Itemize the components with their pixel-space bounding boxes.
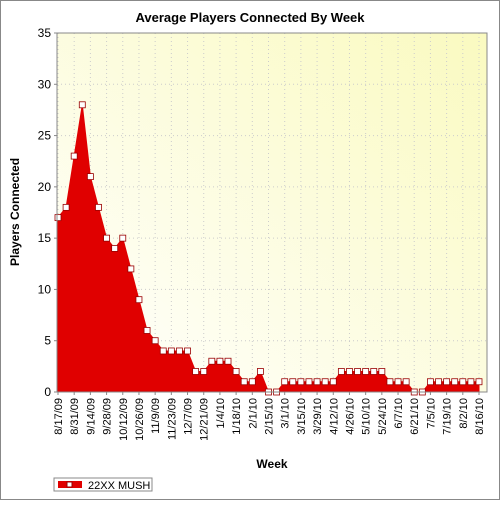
x-tick-label: 12/21/09 [199,398,211,441]
marker [313,378,321,386]
marker [159,347,167,355]
x-tick-label: 11/9/09 [150,398,162,434]
x-tick-label: 1/18/10 [231,398,243,435]
marker [346,368,353,375]
marker [289,378,297,386]
x-tick-label: 8/16/10 [474,398,486,435]
x-tick-label: 5/24/10 [377,398,389,435]
x-tick-label: 12/7/09 [183,398,195,435]
marker [78,101,86,109]
x-tick-label: 7/5/10 [425,398,437,429]
marker [475,378,483,386]
marker [95,203,102,211]
x-tick-label: 2/1/10 [247,398,259,429]
x-tick-label: 9/28/09 [102,398,114,435]
x-tick-label: 6/7/10 [393,398,405,429]
y-tick-label: 20 [38,180,52,194]
x-tick-label: 10/12/09 [118,398,130,441]
chart-title: Average Players Connected By Week [135,10,365,25]
marker [337,368,345,375]
y-tick-label: 25 [38,129,52,143]
y-tick-label: 15 [38,231,52,245]
y-tick-label: 5 [44,334,51,348]
marker [248,378,256,386]
x-tick-label: 3/15/10 [296,398,308,435]
marker [329,378,337,386]
marker [370,368,378,375]
x-tick-label: 8/31/09 [69,398,81,435]
legend-marker [66,481,73,488]
marker [54,214,62,222]
marker [451,378,459,386]
y-tick-label: 10 [38,282,52,296]
x-tick-label: 8/2/10 [458,398,470,429]
marker [200,368,208,375]
marker [216,357,224,365]
y-tick-label: 0 [44,385,51,399]
marker [240,378,248,386]
x-tick-label: 7/19/10 [442,398,454,435]
x-tick-label: 8/17/09 [53,398,65,435]
marker [135,296,143,304]
marker [467,378,475,386]
marker [427,378,434,386]
marker [386,378,394,386]
marker [143,327,151,334]
marker [435,378,442,386]
x-tick-label: 3/29/10 [312,398,324,435]
x-tick-label: 9/14/09 [85,398,97,435]
marker [86,173,94,181]
marker [281,378,289,386]
marker [103,234,110,242]
y-axis-label: Players Connected [8,158,22,266]
marker [208,357,216,365]
marker [297,378,305,386]
marker [394,378,402,386]
x-tick-label: 10/26/09 [134,398,146,441]
x-tick-label: 6/21/10 [409,398,421,435]
marker [119,234,127,242]
marker [111,244,119,252]
marker [192,368,200,375]
marker [354,368,361,375]
plot-border [56,32,488,393]
marker [70,152,78,160]
marker [362,368,370,375]
x-tick-label: 1/4/10 [215,398,227,429]
x-tick-label: 4/12/10 [328,398,340,435]
marker [184,347,191,355]
marker [321,378,329,386]
x-tick-label: 3/1/10 [280,398,292,429]
marker [459,378,467,386]
marker [402,378,410,386]
marker [151,337,159,345]
marker [176,347,183,355]
y-tick-label: 35 [38,26,52,40]
x-tick-label: 4/26/10 [344,398,356,435]
marker [378,368,386,375]
marker [257,368,264,375]
marker [443,378,451,386]
y-tick-label: 30 [38,77,52,91]
x-axis-label: Week [256,457,287,471]
legend-label: 22XX MUSH [88,480,150,492]
marker [62,203,70,211]
x-tick-label: 11/23/09 [166,398,178,440]
marker [232,368,240,375]
x-tick-label: 5/10/10 [361,398,373,435]
marker [127,265,135,273]
x-tick-label: 2/15/10 [264,398,276,435]
marker [224,357,232,365]
marker [167,347,175,355]
marker [305,378,313,386]
